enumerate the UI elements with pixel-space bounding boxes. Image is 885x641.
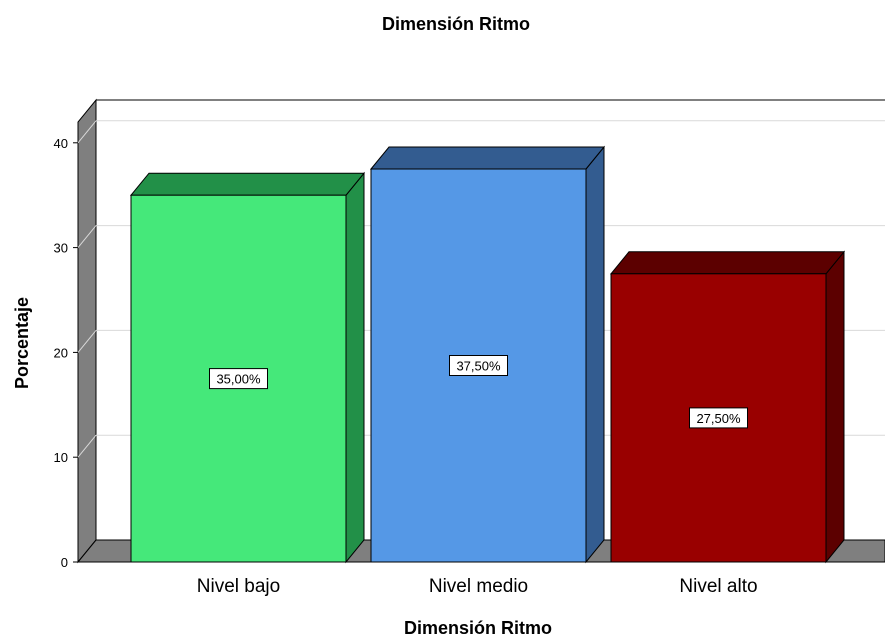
- data-label-box: [689, 407, 748, 429]
- bar-top: [129, 172, 366, 196]
- bar-top: [609, 251, 846, 275]
- y-tick-label: 40: [54, 136, 68, 151]
- y-tick-label: 0: [61, 555, 68, 570]
- y-tick-label: 30: [54, 241, 68, 256]
- x-tick-label: Nivel alto: [679, 576, 757, 597]
- data-label-box: [209, 368, 268, 390]
- y-tick-label: 20: [54, 345, 68, 360]
- gridline-side: [77, 330, 97, 353]
- x-axis-categories: Nivel bajo Nivel medio Nivel alto: [197, 576, 758, 597]
- bar-2: 37,50%: [369, 145, 606, 564]
- data-label: 27,50%: [696, 411, 741, 426]
- gridline-side: [77, 120, 97, 144]
- bar-side: [585, 145, 605, 564]
- bar-3: 27,50%: [609, 250, 846, 564]
- bar-side: [825, 250, 845, 564]
- bar-top: [369, 146, 606, 170]
- bar-1: 35,00%: [129, 171, 366, 564]
- gridline-side: [77, 434, 97, 458]
- data-label-box: [449, 355, 508, 376]
- x-tick-label: Nivel medio: [429, 576, 528, 597]
- gridline-side: [77, 225, 97, 248]
- x-tick-label: Nivel bajo: [197, 576, 280, 597]
- bar-side: [345, 171, 365, 564]
- y-axis-ticks: 0 10 20 30 40: [54, 136, 78, 570]
- bars: 35,00% 37,50% 27,50%: [129, 145, 846, 564]
- y-axis-title: Porcentaje: [12, 297, 32, 389]
- y-tick-label: 10: [54, 450, 68, 465]
- chart-title: Dimensión Ritmo: [382, 14, 530, 34]
- x-axis-title: Dimensión Ritmo: [404, 618, 552, 638]
- data-label: 35,00%: [216, 372, 261, 387]
- data-label: 37,50%: [456, 359, 501, 374]
